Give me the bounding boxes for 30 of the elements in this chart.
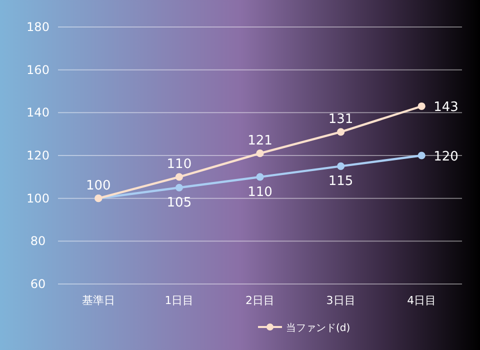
data-label: 121 [248, 133, 272, 148]
point [256, 150, 264, 158]
data-label: 110 [248, 184, 272, 200]
x-tick-label: 2日目 [246, 294, 274, 307]
y-tick-label: 120 [26, 148, 50, 162]
x-tick-label: 3日目 [326, 294, 356, 307]
y-tick-label: 100 [26, 191, 50, 206]
point [175, 173, 183, 181]
data-label: 143 [434, 100, 458, 116]
data-label: 120 [434, 150, 458, 164]
data-label: 110 [166, 156, 192, 172]
data-label: 105 [166, 196, 192, 211]
y-tick-label: 180 [26, 20, 50, 34]
point [418, 152, 426, 160]
point [337, 128, 345, 136]
data-label: 115 [328, 174, 354, 190]
point [418, 102, 426, 110]
x-tick-label: 1日目 [164, 294, 194, 307]
x-tick-label: 基準日 [82, 294, 115, 307]
point [175, 184, 183, 192]
point [337, 162, 345, 170]
legend-label: 当ファンド(d) [286, 322, 350, 334]
point [256, 173, 264, 181]
data-label: 100 [86, 178, 111, 194]
y-tick-label: 60 [30, 277, 46, 291]
x-tick-label: 4日目 [407, 294, 436, 307]
y-tick-label: 80 [30, 234, 46, 248]
y-tick-label: 140 [26, 106, 50, 120]
y-tick-label: 160 [26, 62, 50, 77]
data-label: 131 [328, 112, 354, 127]
